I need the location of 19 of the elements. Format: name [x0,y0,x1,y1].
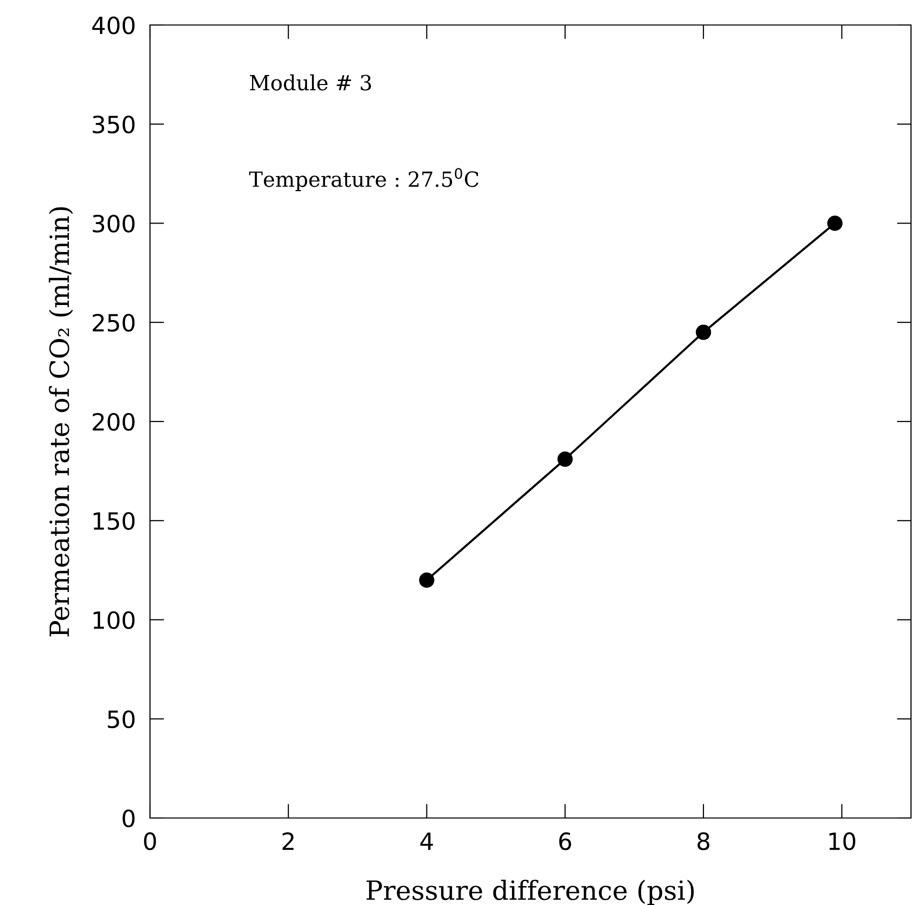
y-axis-title: Permeation rate of CO₂ (ml/min) [48,207,73,636]
y-tick-label: 300 [92,214,135,233]
y-tick-label: 250 [92,314,135,332]
y-tick-label: 150 [94,512,135,530]
y-tick-label: 200 [92,412,135,431]
x-axis-title: Pressure difference (psi) [366,880,694,905]
x-tick-label: 8 [698,832,710,850]
x-tick-label: 2 [282,832,294,850]
y-tick-label: 400 [92,16,135,34]
x-tick-label: 6 [559,832,572,850]
x-tick-label: 10 [829,832,856,850]
annotation: Temperature : 27.5$^{0}$C [249,168,478,192]
annotation: Module # 3 [250,74,371,91]
y-tick-label: 350 [92,116,135,134]
y-tick-label: 50 [108,710,135,728]
x-tick-label: 4 [420,832,433,850]
y-tick-label: 100 [94,611,135,630]
y-tick-label: 0 [122,809,135,828]
x-tick-label: 0 [144,832,156,850]
